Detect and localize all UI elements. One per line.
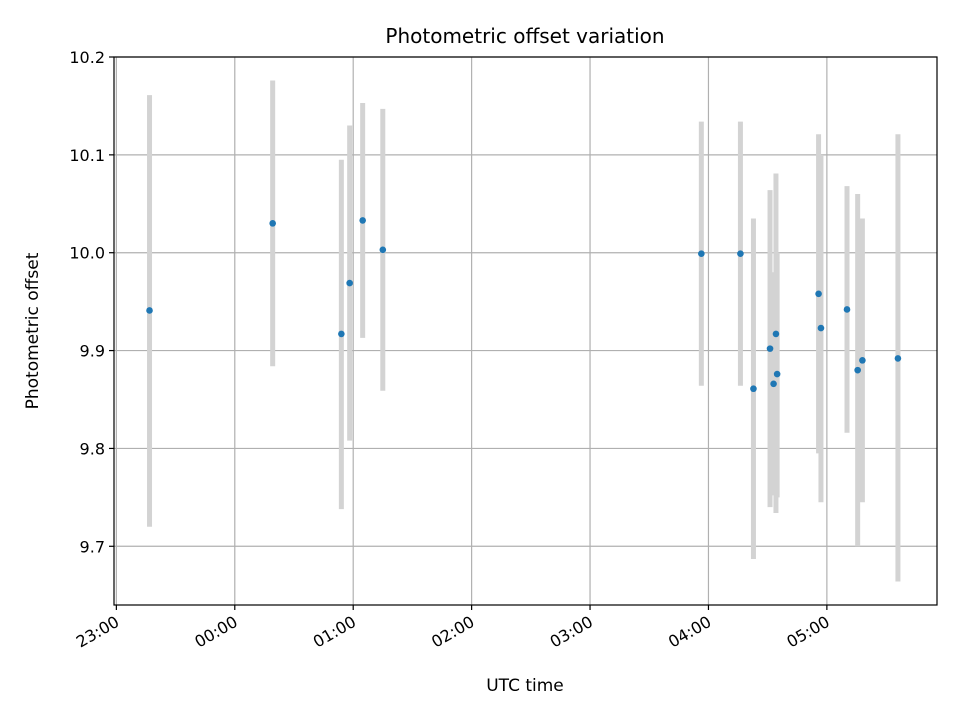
data-point [750, 385, 757, 393]
chart-title: Photometric offset variation [385, 24, 664, 48]
data-point [269, 220, 276, 227]
data-point [698, 250, 705, 257]
plot-frame [113, 56, 938, 606]
data-point [843, 306, 851, 313]
data-point [770, 380, 777, 388]
data-point [817, 324, 825, 332]
data-point [859, 357, 866, 364]
data-point [737, 250, 744, 257]
y-tick-label: 9.7 [80, 537, 105, 556]
data-point [894, 355, 902, 362]
data-point [854, 366, 861, 374]
data-point [772, 330, 780, 338]
y-tick-label: 10.1 [69, 146, 105, 165]
data-point [379, 246, 387, 254]
data-point [146, 307, 153, 314]
x-axis-label: UTC time [486, 676, 564, 696]
data-point [773, 370, 781, 378]
y-axis: 9.7 9.8 9.9 10.0 10.1 10.2 [69, 48, 114, 556]
y-tick-label: 9.9 [80, 342, 105, 361]
data-point [359, 217, 366, 224]
y-tick-label: 10.0 [69, 244, 105, 263]
data-point [766, 345, 774, 352]
data-point [346, 279, 353, 287]
y-tick-label: 9.8 [80, 439, 105, 458]
data-points [146, 217, 902, 393]
y-axis-label: Photometric offset [23, 252, 43, 409]
y-tick-label: 10.2 [69, 48, 105, 67]
data-point [815, 290, 822, 298]
data-point [338, 330, 345, 338]
